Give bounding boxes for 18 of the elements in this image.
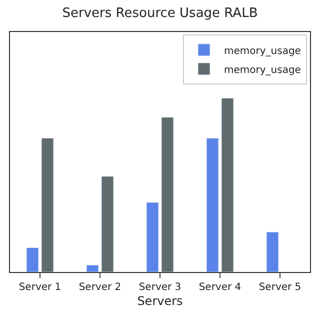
x-tick-label: Server 5	[258, 282, 302, 293]
x-tick-label: Server 2	[78, 282, 122, 293]
bar	[161, 116, 174, 272]
bar	[221, 98, 234, 272]
bar	[26, 247, 39, 272]
bar	[41, 138, 54, 272]
bar	[146, 202, 159, 272]
chart-title: Servers Resource Usage RALB	[62, 6, 258, 22]
legend-label: memory_usage	[224, 64, 301, 76]
bar	[86, 264, 99, 272]
bar	[266, 232, 279, 272]
x-tick-label: Server 1	[18, 282, 62, 293]
x-tick-label: Server 3	[138, 282, 182, 293]
x-axis-title: Servers	[137, 294, 183, 308]
bar	[101, 176, 114, 272]
bar	[206, 138, 219, 272]
legend-label: memory_usage	[224, 46, 301, 57]
x-tick-label: Server 4	[198, 282, 242, 293]
